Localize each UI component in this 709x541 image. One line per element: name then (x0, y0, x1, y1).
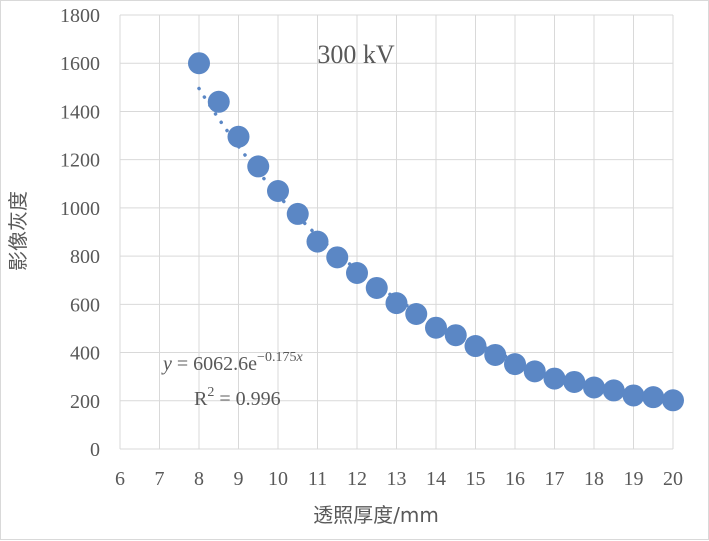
data-point (207, 90, 230, 113)
data-point (267, 180, 289, 203)
y-tick-label: 200 (70, 391, 100, 413)
x-tick-label: 18 (584, 468, 604, 490)
r2-sup: 2 (207, 385, 214, 400)
data-point (425, 316, 447, 339)
data-point (346, 261, 368, 284)
x-tick-label: 15 (466, 468, 486, 490)
y-tick-label: 800 (70, 246, 100, 268)
data-point (227, 125, 250, 148)
data-point (365, 276, 388, 299)
x-tick-label: 12 (347, 468, 367, 490)
data-point (504, 353, 526, 376)
data-point (385, 292, 408, 315)
data-point (188, 52, 210, 75)
equation-var: x (295, 350, 303, 365)
x-tick-label: 17 (545, 468, 565, 490)
y-tick-label: 1200 (60, 150, 100, 172)
y-tick-labels: 0 200 400 600 800 1000 1200 1400 1600 1800 (60, 5, 100, 461)
data-point (602, 379, 625, 402)
data-points (188, 52, 684, 412)
data-point (642, 386, 665, 409)
equation-mid: = 6062.6e (172, 353, 257, 375)
equation-exp: −0.175 (257, 350, 296, 365)
trendline-equation: y = 6062.6e−0.175x (161, 350, 303, 375)
x-tick-label: 13 (387, 468, 407, 490)
x-tick-label: 9 (234, 468, 244, 490)
x-tick-label: 14 (426, 468, 446, 490)
data-point (405, 302, 428, 325)
data-point (543, 367, 566, 390)
y-tick-label: 1400 (60, 101, 100, 123)
y-tick-label: 1800 (60, 5, 100, 27)
y-tick-label: 1000 (60, 198, 100, 220)
data-point (662, 389, 684, 412)
y-axis-title: 影像灰度 (6, 191, 30, 271)
equation-lhs: y (161, 353, 172, 375)
data-point (286, 202, 309, 225)
grid (119, 14, 674, 450)
data-point (622, 384, 645, 407)
x-tick-label: 10 (268, 468, 288, 490)
data-point (563, 370, 586, 393)
y-tick-label: 1600 (60, 53, 100, 75)
y-tick-label: 600 (70, 294, 100, 316)
data-point (444, 324, 467, 347)
x-tick-label: 19 (624, 468, 644, 490)
data-point (326, 246, 349, 269)
r2-label: R (194, 388, 208, 410)
data-point (523, 360, 546, 383)
voltage-annotation: 300 kV (317, 40, 395, 69)
x-tick-label: 20 (663, 468, 683, 490)
data-point (247, 155, 270, 178)
y-tick-label: 0 (90, 439, 100, 461)
x-tick-label: 6 (115, 468, 125, 490)
x-tick-label: 11 (308, 468, 327, 490)
data-point (306, 230, 329, 253)
r2-value: = 0.996 (214, 388, 280, 410)
y-tick-label: 400 (70, 343, 100, 365)
r-squared: R2 = 0.996 (194, 385, 281, 410)
x-tick-label: 8 (194, 468, 204, 490)
x-tick-labels: 6 7 8 9 10 11 12 13 14 15 16 17 18 19 20 (115, 468, 683, 490)
x-tick-label: 7 (155, 468, 165, 490)
data-point (583, 376, 605, 399)
data-point (484, 343, 507, 366)
data-point (464, 335, 487, 358)
x-axis-title: 透照厚度/mm (313, 503, 439, 527)
x-tick-label: 16 (505, 468, 525, 490)
